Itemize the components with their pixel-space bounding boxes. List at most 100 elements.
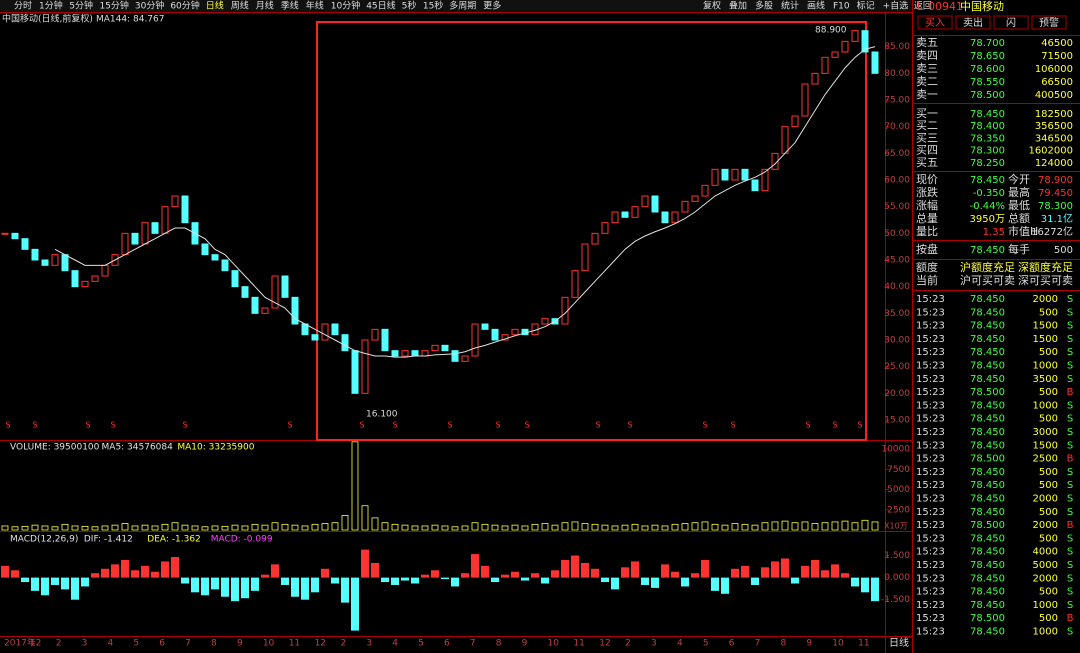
trade-time: 15:23 (916, 467, 945, 478)
trade-volume: 500 (1039, 414, 1058, 425)
toolbar-tab[interactable]: 周线 (231, 0, 249, 12)
book-label: 卖五 (916, 36, 938, 49)
quote-label: 当前 (916, 273, 938, 287)
toolbar-tab[interactable]: 日线 (206, 0, 224, 12)
macd-bar (11, 570, 19, 578)
trade-side: S (1067, 600, 1073, 611)
trade-button[interactable]: 闪 (1006, 16, 1016, 29)
y-tick-label: 70.00 (884, 122, 910, 132)
trade-time: 15:23 (916, 361, 945, 372)
trade-button[interactable]: 买入 (925, 17, 945, 29)
volume-bar (61, 523, 69, 531)
trade-volume: 5000 (1033, 560, 1058, 571)
trade-volume: 3000 (1033, 427, 1058, 438)
candle (401, 350, 409, 357)
toolbar-button[interactable]: 多股 (755, 0, 773, 12)
candle (831, 51, 839, 58)
ma-line (54, 46, 876, 358)
toolbar-tab[interactable]: 更多 (483, 0, 501, 12)
signal-marker: S (447, 421, 452, 430)
low-annotation: 16.100 (366, 410, 398, 420)
macd-bar (231, 577, 239, 602)
volume-bar (651, 524, 659, 531)
volume-bar (311, 523, 319, 531)
toolbar-button[interactable]: +自选 (883, 0, 909, 12)
trade-side: S (1067, 400, 1073, 411)
toolbar-tab[interactable]: 15秒 (423, 0, 443, 12)
y-tick-label: 0.000 (884, 573, 910, 583)
volume-bar (561, 522, 569, 531)
macd-bar (41, 577, 49, 596)
volume-bar (841, 520, 849, 531)
toolbar-tab[interactable]: 5分钟 (69, 0, 93, 12)
volume-bar (291, 524, 299, 531)
toolbar-button[interactable]: F10 (833, 2, 850, 12)
volume-bar (631, 523, 639, 531)
volume-bar (111, 524, 119, 531)
x-tick-label: 6 (444, 639, 450, 649)
candle (641, 195, 649, 208)
quote-label: 市值H (1008, 224, 1038, 238)
toolbar-button[interactable]: 统计 (781, 0, 799, 12)
macd-bar (711, 577, 719, 591)
trade-time: 15:23 (916, 494, 945, 505)
candle (51, 254, 59, 266)
candle (501, 334, 509, 341)
quote-label: 最高 (1008, 185, 1030, 199)
volume-bar (831, 521, 839, 531)
trade-volume: 500 (1039, 533, 1058, 544)
x-tick-label: 6 (159, 639, 165, 649)
trade-button[interactable]: 预警 (1039, 16, 1059, 29)
toolbar-tab[interactable]: 月线 (256, 0, 274, 12)
trade-time: 15:23 (916, 454, 945, 465)
toolbar-tab[interactable]: 年线 (306, 0, 324, 12)
y-tick-label: 60.00 (884, 176, 910, 186)
toolbar-button[interactable]: 标记 (857, 0, 875, 12)
toolbar-tab[interactable]: 1分钟 (39, 0, 63, 12)
candle (801, 83, 809, 117)
toolbar-tab[interactable]: 45日线 (366, 0, 395, 12)
macd-bar (841, 573, 849, 578)
quote-value: 78.450 (970, 175, 1005, 186)
quote-value: 3950万 (970, 214, 1005, 225)
panel-legend: MA10: 33235900 (177, 443, 254, 453)
candle (661, 211, 669, 224)
trade-button[interactable]: 卖出 (963, 16, 983, 29)
quote-label: 涨跌 (916, 185, 938, 199)
y-tick-label: 65.00 (884, 149, 910, 159)
toolbar-button[interactable]: 叠加 (729, 1, 747, 12)
toolbar-button[interactable]: 复权 (703, 0, 721, 12)
volume-bar (761, 522, 769, 531)
volume-bar (611, 525, 619, 531)
stock-name: 中国移动 (960, 0, 1004, 13)
toolbar-tab[interactable]: 分时 (14, 0, 32, 12)
toolbar-tab[interactable]: 多周期 (449, 0, 476, 12)
macd-bar (611, 577, 619, 590)
book-volume: 356500 (1035, 121, 1073, 132)
period-label: 日线 (889, 636, 909, 649)
toolbar-button[interactable]: 画线 (807, 0, 825, 12)
toolbar-tab[interactable]: 60分钟 (170, 0, 199, 12)
trade-price: 78.450 (970, 587, 1005, 598)
macd-bar (701, 559, 709, 578)
volume-bar (731, 523, 739, 531)
toolbar-tab[interactable]: 10分钟 (331, 0, 360, 12)
toolbar-tab[interactable]: 30分钟 (135, 0, 164, 12)
toolbar-button[interactable]: 返回 (914, 0, 932, 12)
macd-bar (141, 565, 149, 578)
volume-bar (91, 526, 99, 531)
toolbar-tab[interactable]: 15分钟 (99, 0, 128, 12)
volume-bar (541, 523, 549, 531)
macd-bar (331, 577, 339, 584)
trade-side: B (1067, 613, 1074, 624)
toolbar-tab[interactable]: 5秒 (402, 0, 417, 12)
trade-volume: 500 (1039, 307, 1058, 318)
volume-bar (791, 522, 799, 531)
trade-volume: 1000 (1033, 400, 1058, 411)
toolbar-tab[interactable]: 季线 (281, 0, 299, 12)
trade-price: 78.450 (970, 414, 1005, 425)
y-tick-label: 5000 (887, 485, 910, 495)
macd-bar (571, 555, 579, 578)
trade-time: 15:23 (916, 347, 945, 358)
macd-bar (721, 577, 729, 594)
